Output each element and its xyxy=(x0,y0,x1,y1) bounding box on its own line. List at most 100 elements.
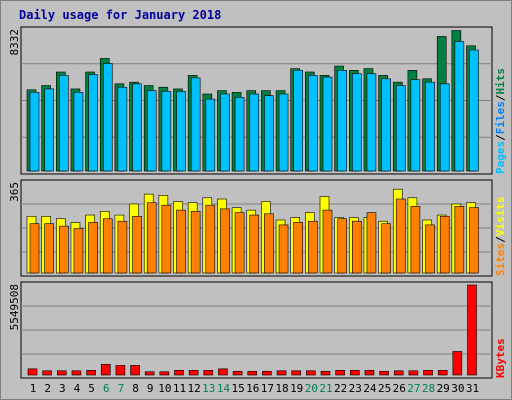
bar-files xyxy=(234,97,245,172)
bar-files xyxy=(102,63,113,172)
x-tick-label: 6 xyxy=(103,382,110,395)
bar-kbytes xyxy=(423,369,433,376)
x-tick-label: 3 xyxy=(59,382,66,395)
bar-kbytes xyxy=(42,370,52,376)
panel-max-label: 365 xyxy=(8,182,21,202)
legend-text: Pages/Files/Hits xyxy=(494,68,507,174)
bar-files xyxy=(205,98,216,172)
bar-sites xyxy=(439,215,450,274)
bar-sites xyxy=(88,222,98,274)
bar-kbytes xyxy=(467,284,477,376)
x-tick-label: 13 xyxy=(202,382,215,395)
bar-files xyxy=(425,81,435,172)
bar-kbytes xyxy=(320,370,331,376)
bar-files xyxy=(322,76,333,172)
bar-sites xyxy=(454,206,465,274)
x-tick-label: 22 xyxy=(334,382,347,395)
x-tick-label: 14 xyxy=(217,382,231,395)
bar-sites xyxy=(425,224,435,274)
bar-kbytes xyxy=(262,370,272,376)
legend-visits: Visits xyxy=(494,197,507,237)
x-tick-label: 29 xyxy=(437,382,450,395)
x-tick-label: 26 xyxy=(393,382,406,395)
bar-files xyxy=(278,93,289,172)
bar-sites xyxy=(293,222,304,274)
x-tick-label: 9 xyxy=(147,382,154,395)
bar-kbytes xyxy=(291,370,302,376)
x-tick-label: 7 xyxy=(118,382,125,395)
bar-files xyxy=(469,49,479,172)
bar-kbytes xyxy=(452,351,463,376)
bar-sites xyxy=(351,220,362,274)
x-tick-label: 19 xyxy=(290,382,303,395)
panel-legend: Sites/Visits xyxy=(494,197,507,277)
bar-sites xyxy=(264,213,274,274)
bar-kbytes xyxy=(130,365,140,376)
legend-sites: Sites xyxy=(494,243,507,276)
bar-files xyxy=(439,83,450,172)
x-tick-label: 27 xyxy=(407,382,420,395)
bar-kbytes xyxy=(232,370,243,376)
legend-files: Files xyxy=(494,101,507,134)
bar-files xyxy=(293,70,304,172)
chart-title: Daily usage for January 2018 xyxy=(19,8,221,22)
bar-sites xyxy=(381,223,391,274)
x-tick-label: 8 xyxy=(132,382,139,395)
panel-kbytes: 5549508 KBytes xyxy=(8,281,507,379)
bar-kbytes xyxy=(86,369,96,376)
bar-kbytes xyxy=(100,363,111,376)
bar-files xyxy=(29,92,40,172)
bar-kbytes xyxy=(379,370,389,376)
bar-sites xyxy=(410,206,421,274)
x-tick-label: 23 xyxy=(349,382,362,395)
bar-sites xyxy=(190,211,201,274)
x-tick-label: 28 xyxy=(422,382,435,395)
bar-files xyxy=(58,75,69,172)
legend-hits: Hits xyxy=(494,68,507,95)
legend-text: Sites/Visits xyxy=(494,197,507,277)
bar-kbytes xyxy=(188,369,199,376)
bar-sites xyxy=(308,220,318,274)
x-tick-label: 12 xyxy=(188,382,201,395)
panel-legend: Pages/Files/Hits xyxy=(494,68,507,174)
bar-files xyxy=(264,95,274,172)
bar-files xyxy=(190,77,201,172)
bar-sites xyxy=(220,208,230,274)
bar-files xyxy=(366,73,377,172)
bar-files xyxy=(44,88,54,172)
bar-sites xyxy=(469,207,479,274)
legend-kbytes: KBytes xyxy=(494,338,507,378)
bar-sites xyxy=(249,214,260,274)
x-tick-label: 2 xyxy=(44,382,51,395)
bar-kbytes xyxy=(364,369,375,376)
panel-legend: KBytes xyxy=(494,338,507,378)
bar-kbytes xyxy=(174,369,184,376)
panel-max-label: 8332 xyxy=(8,29,21,56)
bar-kbytes xyxy=(393,370,404,376)
x-tick-label: 5 xyxy=(88,382,95,395)
bar-kbytes xyxy=(144,371,155,376)
bar-kbytes xyxy=(159,371,170,376)
bar-kbytes xyxy=(306,370,316,376)
panel-max-label: 5549508 xyxy=(8,284,21,330)
x-tick-label: 17 xyxy=(261,382,274,395)
bar-files xyxy=(220,93,230,172)
bar-sites xyxy=(146,202,157,274)
x-tick-label: 4 xyxy=(74,382,81,395)
bar-sites xyxy=(337,218,347,274)
x-tick-label: 10 xyxy=(158,382,171,395)
x-tick-label: 20 xyxy=(305,382,318,395)
bar-sites xyxy=(132,215,142,274)
bar-kbytes xyxy=(408,370,419,376)
panel-hits-files-pages: 8332 Pages/Files/Hits xyxy=(8,26,507,175)
bar-sites xyxy=(161,204,172,274)
bar-kbytes xyxy=(335,369,345,376)
bar-sites xyxy=(176,209,186,274)
bar-files xyxy=(132,83,142,172)
panel-visits-sites: 365 Sites/Visits xyxy=(8,179,507,277)
bar-kbytes xyxy=(71,370,82,376)
bar-sites xyxy=(278,224,289,274)
bar-sites xyxy=(395,198,406,274)
bar-kbytes xyxy=(247,370,258,376)
